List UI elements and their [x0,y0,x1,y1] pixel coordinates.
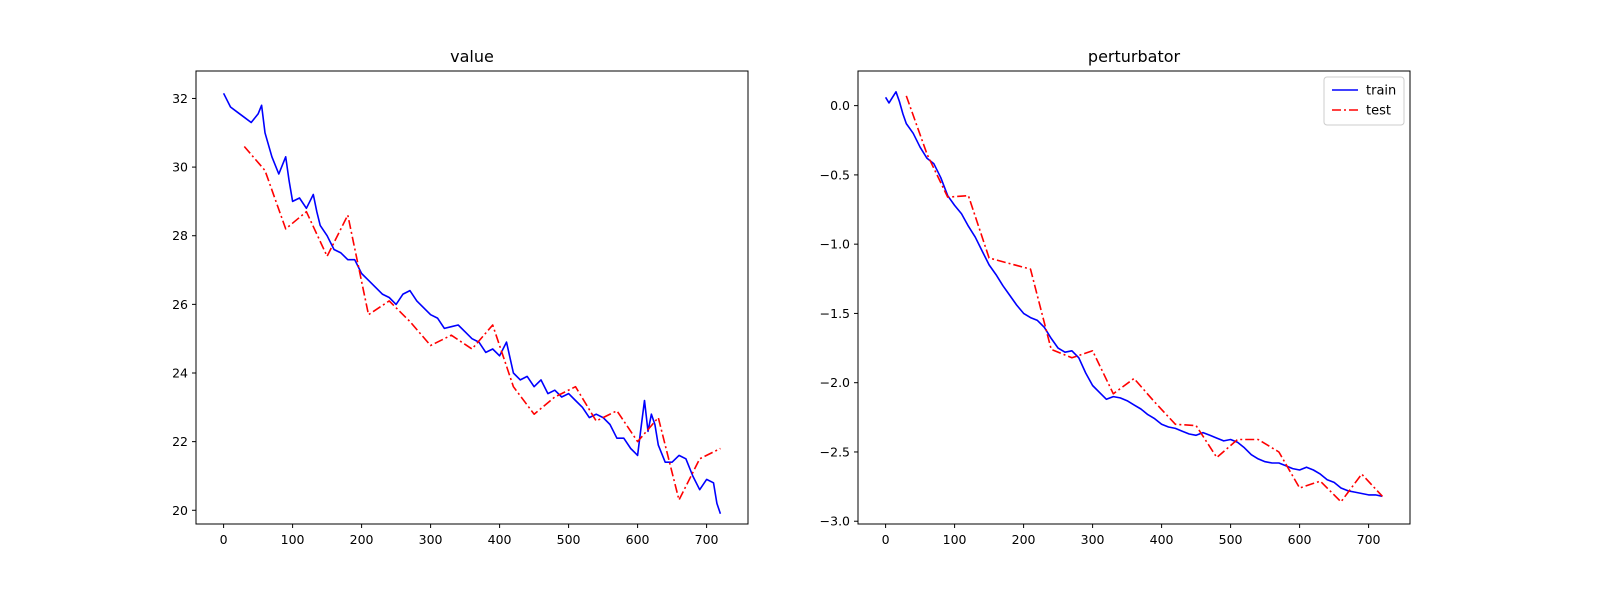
value-x-tick-label: 0 [220,532,228,547]
perturbator-x-tick-label: 600 [1288,532,1312,547]
perturbator-x-tick-label: 0 [882,532,890,547]
value-series-test-line [243,145,721,501]
perturbator-x-tick-label: 200 [1012,532,1036,547]
value-x-tick-label: 300 [419,532,443,547]
perturbator-y-tick-label: −1.5 [820,306,850,321]
perturbator-series-test-line [905,95,1383,503]
value-chart-panel: value 0 100 200 300 400 500 600 700 20 22 24 26 28 30… [172,47,749,547]
perturbator-x-tick-label: 700 [1357,532,1381,547]
value-y-tick-label: 24 [172,366,188,381]
value-x-tick-label: 700 [695,532,719,547]
value-axes-frame [195,70,749,525]
perturbator-plot-area [884,91,1383,503]
value-x-tick-label: 200 [350,532,374,547]
value-y-tick-label: 30 [172,160,188,175]
value-x-tick-label: 500 [557,532,581,547]
value-chart-title: value [450,47,494,66]
legend-box [1323,76,1405,126]
perturbator-y-tick-label: −2.0 [820,375,850,390]
value-y-tick-label: 32 [172,91,188,106]
perturbator-y-tick-label: −2.5 [820,444,850,459]
perturbator-x-tick-label: 300 [1081,532,1105,547]
perturbator-axis-ticks: 0 100 200 300 400 500 600 700 0.0 −0.5 −1.0 −1.5 −2.… [820,98,1381,547]
value-x-tick-label: 100 [281,532,305,547]
legend-train-label: train [1366,84,1396,99]
perturbator-chart-title: perturbator [1088,47,1181,66]
perturbator-y-tick-label: −0.5 [820,167,850,182]
perturbator-axes-frame [857,70,1411,525]
value-y-tick-label: 22 [172,434,188,449]
perturbator-y-tick-label: −1.0 [820,237,850,252]
perturbator-x-tick-label: 400 [1150,532,1174,547]
perturbator-x-tick-label: 500 [1219,532,1243,547]
perturbator-y-tick-label: 0.0 [830,98,850,113]
value-y-tick-label: 26 [172,297,188,312]
legend-test-label: test [1366,104,1391,119]
perturbator-chart-panel: perturbator 0 100 200 300 400 500 600 700 0.0 −0.… [820,47,1411,547]
value-y-tick-label: 28 [172,228,188,243]
value-x-tick-label: 600 [626,532,650,547]
perturbator-x-tick-label: 100 [943,532,967,547]
value-x-tick-label: 400 [488,532,512,547]
perturbator-series-train-line [884,91,1383,498]
value-y-tick-label: 20 [172,503,188,518]
value-plot-area [222,92,722,514]
perturbator-legend: train test [1323,76,1405,126]
value-series-train-line [222,92,722,514]
value-axis-ticks: 0 100 200 300 400 500 600 700 20 22 24 26 28 30 32 [172,91,718,547]
perturbator-y-tick-label: −3.0 [820,514,850,529]
